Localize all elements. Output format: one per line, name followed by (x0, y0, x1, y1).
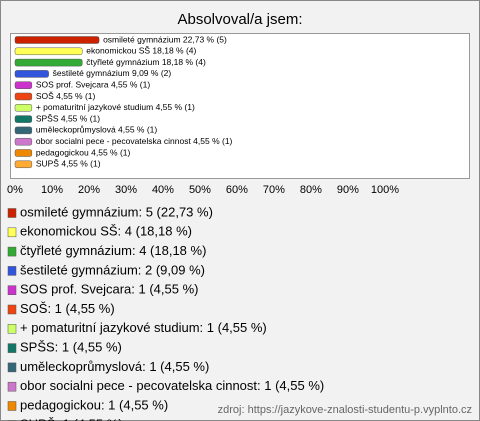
legend-swatch (7, 285, 17, 295)
legend-swatch (7, 266, 17, 276)
value-label: čtyřleté gymnázium 18,18 % (4) (86, 57, 206, 67)
legend-label: šestileté gymnázium: 2 (9,09 %) (20, 262, 205, 277)
legend-label: čtyřleté gymnázium: 4 (18,18 %) (20, 243, 206, 258)
legend-label: osmileté gymnázium: 5 (22,73 %) (20, 204, 213, 219)
legend-label: obor socialni pece - pecovatelska cinnos… (20, 378, 324, 393)
legend-swatch (7, 227, 17, 238)
bar (14, 47, 83, 56)
legend-label: SPŠS: 1 (4,55 %) (20, 340, 122, 355)
value-label: obor socialni pece - pecovatelska cinnos… (36, 136, 233, 146)
legend-label: SOŠ: 1 (4,55 %) (20, 301, 115, 316)
bar (14, 149, 33, 157)
bar (14, 58, 83, 67)
x-tick-label: 60% (226, 184, 248, 196)
chart-title: Absolvoval/a jsem: (177, 11, 302, 28)
legend-label: + pomaturitní jazykové studium: 1 (4,55 … (20, 320, 267, 335)
legend-swatch (7, 401, 17, 411)
x-tick-label: 90% (337, 184, 359, 196)
x-tick-label: 40% (152, 184, 174, 196)
value-label: SOS prof. Svejcara 4,55 % (1) (36, 79, 150, 89)
value-label: osmileté gymnázium 22,73 % (5) (103, 34, 227, 44)
value-label: ekonomickou SŠ 18,18 % (4) (86, 46, 196, 56)
plot-area (10, 33, 470, 179)
value-label: šestileté gymnázium 9,09 % (2) (53, 68, 172, 78)
value-label: pedagogickou 4,55 % (1) (36, 147, 131, 157)
x-tick-label: 50% (189, 184, 211, 196)
source: zdroj: https://jazykove-znalosti-student… (218, 404, 472, 416)
legend-swatch (7, 246, 17, 257)
legend-label: ekonomickou SŠ: 4 (18,18 %) (20, 224, 192, 239)
value-label: + pomaturitní jazykové studium 4,55 % (1… (36, 102, 195, 112)
x-tick-label: 30% (115, 184, 137, 196)
legend-swatch (7, 362, 17, 373)
legend-swatch (7, 304, 17, 315)
x-tick-label: 80% (300, 184, 322, 196)
bar (14, 137, 33, 146)
bar (14, 70, 49, 78)
bar (14, 115, 33, 123)
value-label: SOŠ 4,55 % (1) (36, 91, 96, 101)
bar (14, 36, 100, 44)
bar (14, 104, 33, 112)
x-tick-label: 70% (263, 184, 285, 196)
x-tick-label: 0% (7, 184, 23, 196)
bar (14, 126, 33, 135)
legend-label: SUPŠ: 1 (4,55 %) (20, 417, 123, 421)
bar (14, 92, 33, 101)
value-label: SPŠS 4,55 % (1) (36, 113, 100, 123)
legend-swatch (7, 343, 17, 353)
legend-label: uměleckoprůmyslová: 1 (4,55 %) (20, 359, 209, 374)
x-tick-label: 10% (41, 184, 63, 196)
value-label: uměleckoprůmyslová 4,55 % (1) (36, 125, 158, 135)
x-tick-label: 100% (371, 184, 399, 196)
legend-swatch (7, 381, 17, 392)
legend-swatch (7, 208, 17, 218)
value-label: SUPŠ 4,55 % (1) (36, 159, 101, 169)
legend-label: pedagogickou: 1 (4,55 %) (20, 397, 168, 412)
x-tick-label: 20% (78, 184, 100, 196)
legend-label: SOS prof. Svejcara: 1 (4,55 %) (20, 282, 198, 297)
bar (14, 81, 33, 89)
bar (14, 160, 33, 169)
legend-swatch (7, 324, 17, 334)
